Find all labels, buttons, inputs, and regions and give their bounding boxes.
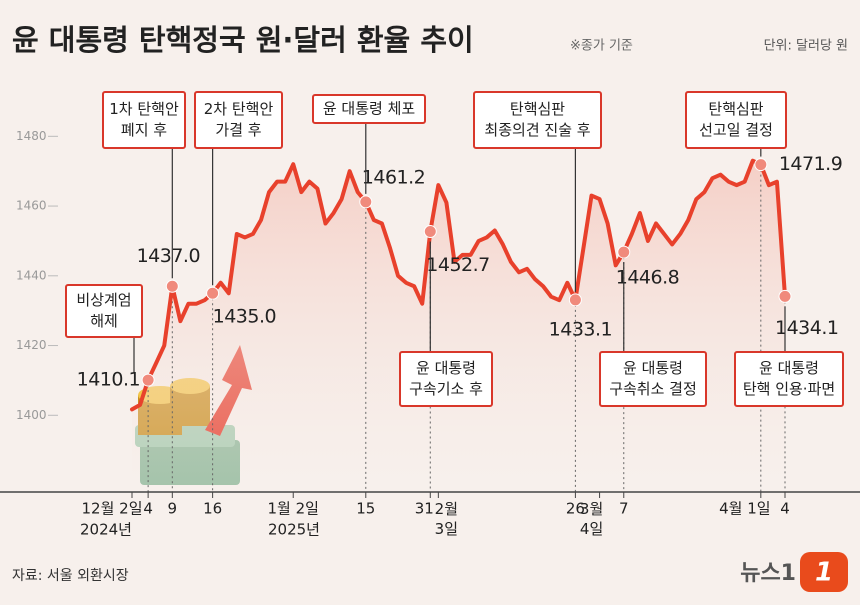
- annotation-box: [599, 351, 707, 407]
- x-tick-label: 4월 1일: [719, 500, 770, 518]
- x-tick-label: 7: [619, 500, 629, 518]
- annotation-text: 탄핵심판: [510, 100, 565, 118]
- x-tick-label: 31: [415, 500, 434, 518]
- x-tick-label: 15: [356, 500, 375, 518]
- annotation-text: 구속기소 후: [409, 380, 483, 398]
- line: [130, 158, 787, 412]
- year-label: 2024년: [80, 521, 132, 539]
- annotation-text: 비상계엄: [76, 291, 131, 309]
- point: [359, 195, 373, 209]
- y-tick-label: 1480: [16, 129, 47, 143]
- annotation-box: [194, 91, 283, 149]
- y-tick-label: 1420: [16, 338, 47, 352]
- annotation-text: 탄핵 인용·파면: [743, 380, 835, 398]
- point: [423, 225, 437, 239]
- x-tick-label: 2월 3일: [435, 500, 458, 538]
- source: 자료: 서울 외환시장: [12, 568, 129, 584]
- y-tick-label: 1440: [16, 268, 47, 282]
- x-tick-label: 4: [780, 500, 790, 518]
- value-label: 1437.0: [137, 245, 200, 267]
- annotation-box: [473, 91, 602, 149]
- value-label: 1435.0: [213, 306, 276, 328]
- annotation-box: [312, 94, 426, 124]
- annotation-text: 해제: [90, 312, 118, 330]
- y-tick-label: 1460: [16, 199, 47, 213]
- point: [165, 279, 179, 293]
- value-label: 1446.8: [616, 267, 679, 289]
- annotation-text: 1차 탄핵안: [109, 100, 179, 118]
- logo: 1: [800, 552, 848, 592]
- annotation-box: [685, 91, 787, 149]
- logo-text: 뉴스1: [740, 561, 796, 586]
- year-label: 2025년: [268, 521, 320, 539]
- note: ※종가 기준: [570, 39, 633, 54]
- value-label: 1410.1: [77, 369, 140, 391]
- annotation-text: 폐지 후: [121, 121, 167, 139]
- point: [778, 289, 792, 303]
- point: [617, 245, 631, 259]
- x-tick-label: 26: [566, 500, 585, 518]
- annotation-text: 선고일 결정: [699, 121, 773, 139]
- value-label: 1434.1: [775, 317, 838, 339]
- point: [206, 286, 220, 300]
- annotation-text: 윤 대통령: [416, 359, 476, 377]
- value-label: 1471.9: [779, 153, 842, 175]
- value-label: 1452.7: [426, 254, 489, 276]
- svg-text:1: 1: [815, 558, 833, 588]
- annotation-text: 2차 탄핵안: [204, 100, 274, 118]
- annotation-text: 탄핵심판: [708, 100, 763, 118]
- chart-title: 윤 대통령 탄핵정국 원·달러 환율 추이: [12, 23, 474, 57]
- annotation-text: 윤 대통령: [759, 359, 819, 377]
- point: [754, 158, 768, 172]
- area: [132, 160, 785, 492]
- annotation-box: [65, 284, 143, 338]
- unit: 단위: 달러당 원: [764, 39, 848, 54]
- annotation-text: 최종의견 진술 후: [484, 121, 590, 139]
- point: [568, 293, 582, 307]
- x-tick-label: 12월 2일: [82, 500, 143, 518]
- value-label: 1461.2: [362, 166, 425, 188]
- annotation-text: 구속취소 결정: [609, 380, 697, 398]
- annotation-box: [734, 351, 844, 407]
- x-tick-label: 1월 2일: [268, 500, 319, 518]
- annotation-text: 윤 대통령 체포: [323, 100, 416, 118]
- annotation-box: [399, 351, 493, 407]
- annotation-box: [102, 91, 186, 149]
- annotation-text: 가결 후: [215, 121, 261, 139]
- y-tick-label: 1400: [16, 408, 47, 422]
- x-tick-label: 3월 4일: [580, 500, 603, 538]
- x-tick-label: 9: [168, 500, 178, 518]
- x-tick-label: 16: [203, 500, 222, 518]
- x-tick-label: 4: [143, 500, 153, 518]
- value-label: 1433.1: [549, 318, 612, 340]
- annotation-text: 윤 대통령: [623, 359, 683, 377]
- point: [141, 373, 155, 387]
